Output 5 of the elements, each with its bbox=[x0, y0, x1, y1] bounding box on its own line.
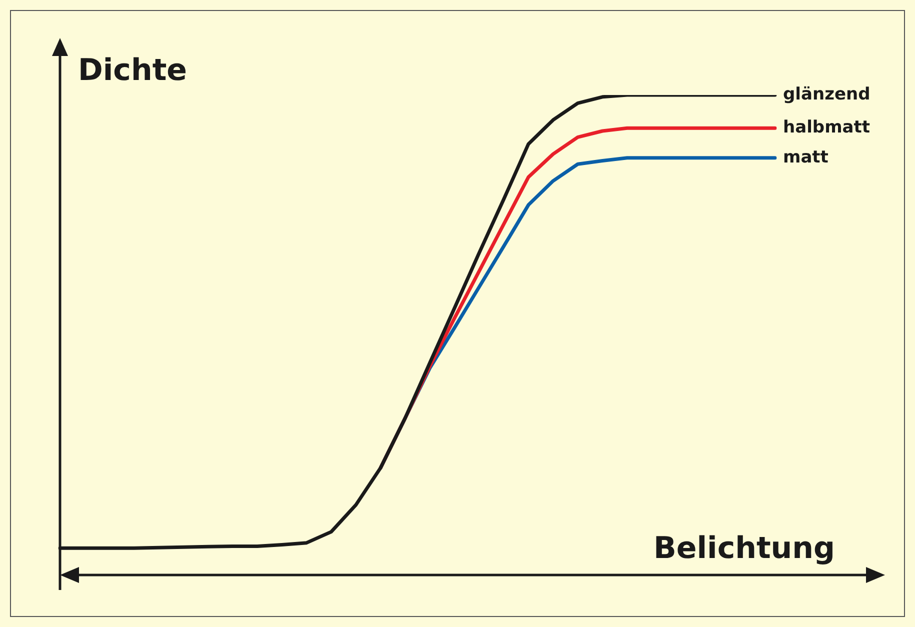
x-axis-title: Belichtung bbox=[654, 531, 835, 566]
y-axis-title: Dichte bbox=[78, 53, 188, 88]
series-label: halbmatt bbox=[783, 118, 870, 138]
series-label: glänzend bbox=[783, 84, 870, 104]
series-label: matt bbox=[783, 147, 828, 168]
